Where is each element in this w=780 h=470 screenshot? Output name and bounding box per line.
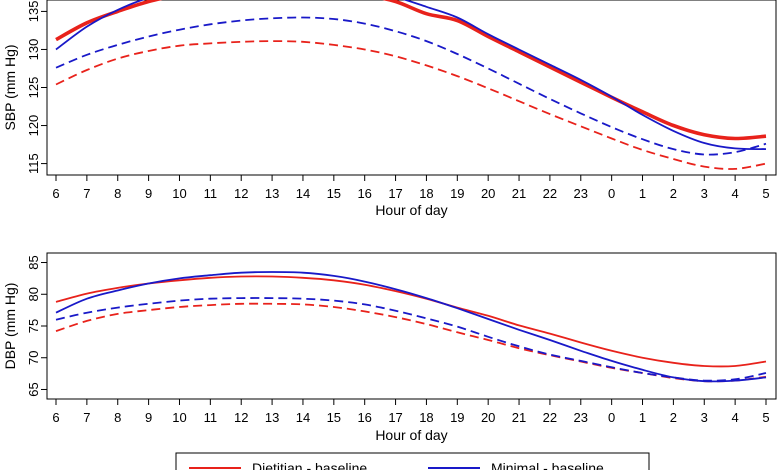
dbp-y-tick-label: 75 xyxy=(26,319,41,333)
sbp-x-tick-label: 20 xyxy=(481,186,495,201)
dbp-panel: 6 7 8 9 10 11 12 13 14 15 16 17 18 19 20 21 22 23 0 1 2 3 4 565… xyxy=(2,252,777,443)
dbp-x-tick-label: 4 xyxy=(732,410,739,425)
dbp-x-tick-label: 3 xyxy=(701,410,708,425)
dbp-x-tick-label: 8 xyxy=(114,410,121,425)
sbp-line-dietitian-followup xyxy=(55,40,767,170)
dbp-x-axis-title: Hour of day xyxy=(375,427,447,443)
sbp-x-tick-label: 18 xyxy=(419,186,433,201)
dbp-line-dietitian-baseline xyxy=(55,275,767,368)
dbp-y-tick-label: 65 xyxy=(26,382,41,396)
sbp-panel: 6 7 8 9 10 11 12 13 14 15 16 17 18 19 20 21 22 23 0 1 2 3 4 511… xyxy=(2,0,777,218)
dbp-x-tick-label: 1 xyxy=(639,410,646,425)
dbp-x-tick-label: 14 xyxy=(296,410,310,425)
dbp-y-axis-title: DBP (mm Hg) xyxy=(2,283,18,370)
sbp-x-tick-label: 16 xyxy=(357,186,371,201)
dbp-x-tick-label: 22 xyxy=(543,410,557,425)
dbp-x-tick-label: 2 xyxy=(670,410,677,425)
sbp-series-group xyxy=(55,0,767,170)
sbp-x-tick-label: 13 xyxy=(265,186,279,201)
sbp-x-tick-label: 1 xyxy=(639,186,646,201)
sbp-x-tick-label: 8 xyxy=(114,186,121,201)
legend: Dietitian - baseline Minimal - baseline xyxy=(175,452,650,470)
sbp-x-tick-label: 5 xyxy=(762,186,769,201)
dbp-x-tick-label: 7 xyxy=(83,410,90,425)
dbp-x-tick-label: 12 xyxy=(234,410,248,425)
dbp-x-tick-label: 20 xyxy=(481,410,495,425)
legend-box xyxy=(175,452,650,470)
sbp-x-tick-label: 22 xyxy=(543,186,557,201)
sbp-y-axis-title: SBP (mm Hg) xyxy=(2,44,18,130)
sbp-x-tick-label: 6 xyxy=(52,186,59,201)
sbp-line-dietitian-baseline xyxy=(55,0,767,141)
dbp-x-tick-label: 19 xyxy=(450,410,464,425)
sbp-x-tick-label: 10 xyxy=(172,186,186,201)
dbp-line-minimal-baseline xyxy=(55,271,767,383)
sbp-y-tick-label: 135 xyxy=(26,1,41,23)
dbp-y-tick-label: 85 xyxy=(26,255,41,269)
sbp-plot-frame xyxy=(46,0,777,176)
dbp-x-tick-label: 17 xyxy=(388,410,402,425)
dbp-y-tick-label: 70 xyxy=(26,351,41,365)
sbp-line-minimal-baseline xyxy=(55,0,767,150)
sbp-x-tick-label: 19 xyxy=(450,186,464,201)
sbp-line-minimal-followup xyxy=(55,16,767,156)
sbp-x-tick-label: 7 xyxy=(83,186,90,201)
dbp-x-tick-label: 13 xyxy=(265,410,279,425)
dbp-series-group xyxy=(55,271,767,383)
sbp-y-tick-label: 130 xyxy=(26,39,41,61)
sbp-x-tick-label: 21 xyxy=(512,186,526,201)
legend-label-dietitian-baseline: Dietitian - baseline xyxy=(252,460,367,470)
sbp-x-tick-label: 12 xyxy=(234,186,248,201)
dbp-x-tick-label: 16 xyxy=(357,410,371,425)
sbp-x-axis-title: Hour of day xyxy=(375,202,447,218)
sbp-x-tick-label: 4 xyxy=(732,186,739,201)
legend-label-minimal-baseline: Minimal - baseline xyxy=(491,460,604,470)
sbp-y-tick-label: 115 xyxy=(26,153,41,174)
sbp-x-tick-label: 17 xyxy=(388,186,402,201)
sbp-x-tick-label: 14 xyxy=(296,186,310,201)
sbp-x-tick-label: 15 xyxy=(327,186,341,201)
dbp-line-minimal-followup xyxy=(55,297,767,382)
dbp-x-tick-label: 10 xyxy=(172,410,186,425)
sbp-y-tick-label: 120 xyxy=(26,115,41,137)
sbp-x-tick-label: 2 xyxy=(670,186,677,201)
sbp-x-tick-label: 3 xyxy=(701,186,708,201)
dbp-y-tick-label: 80 xyxy=(26,287,41,301)
dbp-x-tick-label: 23 xyxy=(574,410,588,425)
sbp-y-tick-label: 125 xyxy=(26,77,41,99)
dbp-x-tick-label: 6 xyxy=(52,410,59,425)
dbp-x-tick-label: 15 xyxy=(327,410,341,425)
dbp-x-tick-label: 18 xyxy=(419,410,433,425)
dbp-x-tick-label: 0 xyxy=(608,410,615,425)
sbp-x-tick-label: 0 xyxy=(608,186,615,201)
dbp-x-tick-label: 21 xyxy=(512,410,526,425)
sbp-x-tick-label: 9 xyxy=(145,186,152,201)
sbp-x-tick-label: 11 xyxy=(204,186,218,201)
dbp-x-tick-label: 5 xyxy=(762,410,769,425)
dbp-x-tick-label: 11 xyxy=(204,410,218,425)
dbp-x-tick-label: 9 xyxy=(145,410,152,425)
sbp-x-tick-label: 23 xyxy=(574,186,588,201)
